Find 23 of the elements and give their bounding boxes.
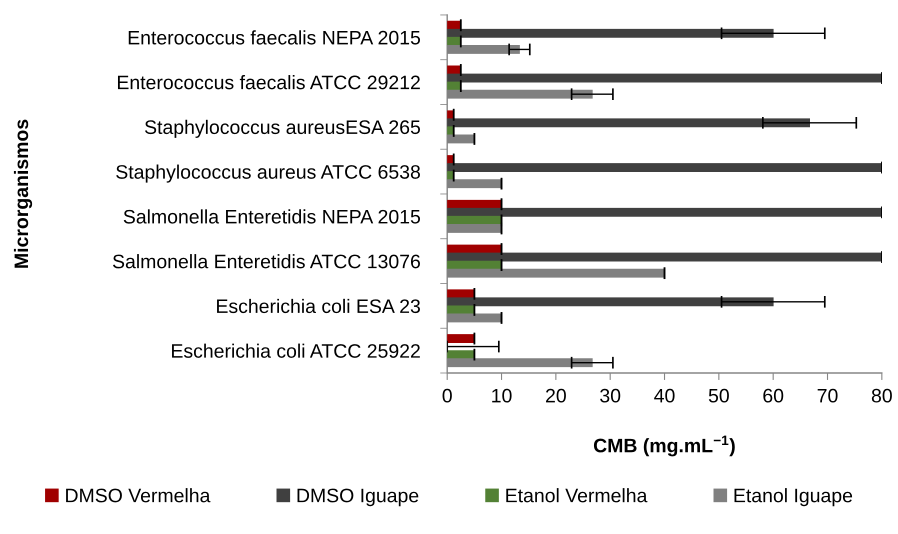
legend-label: Etanol Iguape xyxy=(734,488,852,506)
y-tick-label: Staphylococcus aureus ATCC 6538 xyxy=(116,164,420,183)
x-tick-label: 20 xyxy=(546,388,566,403)
x-tick-label: 0 xyxy=(442,388,452,403)
y-tick-label: Salmonella Enteretidis NEPA 2015 xyxy=(124,209,420,224)
x-tick-label: 70 xyxy=(818,388,838,403)
y-axis-title: Microrganismos xyxy=(14,120,32,268)
y-tick-label: Enterococcus faecalis NEPA 2015 xyxy=(128,30,420,45)
x-tick-label: 80 xyxy=(872,388,892,403)
y-tick-label: Escherichia coli ESA 23 xyxy=(217,298,420,314)
legend-label: DMSO Vermelha xyxy=(66,488,210,502)
x-axis-title: CMB (mg.mL$^{−1}$) xyxy=(594,436,735,456)
x-tick-label: 40 xyxy=(654,388,675,403)
x-tick-label: 30 xyxy=(600,388,620,403)
x-tick-label: 60 xyxy=(763,388,784,403)
legend-label: Etanol Vermelha xyxy=(506,488,648,502)
y-tick-label: Escherichia coli ATCC 25922 xyxy=(172,344,420,358)
x-tick-label: 50 xyxy=(708,388,729,403)
x-tick-label: 10 xyxy=(492,388,512,403)
y-tick-label: Salmonella Enteretidis ATCC 13076 xyxy=(112,254,420,268)
y-tick-label: Staphylococcus aureusESA 265 xyxy=(144,120,420,138)
y-tick-label: Enterococcus faecalis ATCC 29212 xyxy=(118,75,420,90)
legend-label: DMSO Iguape xyxy=(298,488,418,506)
